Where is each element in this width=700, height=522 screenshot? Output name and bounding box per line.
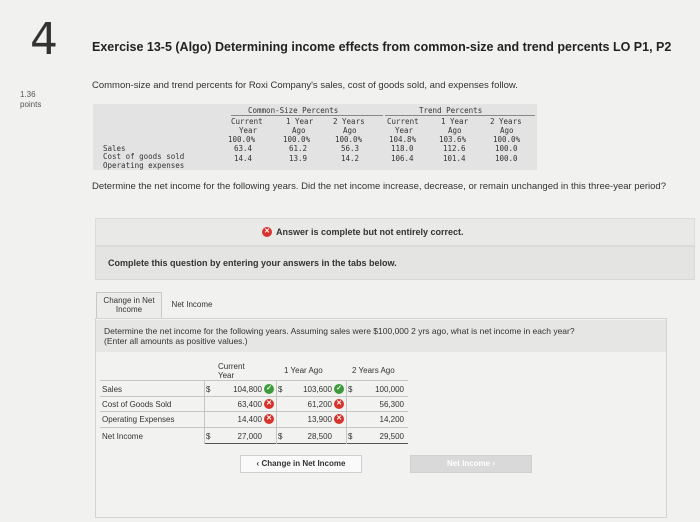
dollar-sign: $ xyxy=(206,432,211,441)
cogs-current-input[interactable]: 63,400 xyxy=(237,400,262,409)
error-icon: ✕ xyxy=(264,399,274,409)
row-label-cogs: Cost of goods sold xyxy=(103,152,185,161)
col-2yr: 2 Years xyxy=(333,117,365,126)
chevron-right-icon: › xyxy=(490,459,495,468)
points-number: 1.36 xyxy=(20,90,36,99)
dollar-sign: $ xyxy=(348,385,353,394)
col-trend-current: Current xyxy=(387,117,419,126)
tab-net-income[interactable]: Net Income xyxy=(163,292,221,318)
tab-instructions: Determine the net income for the followi… xyxy=(104,326,575,346)
opex-current-input[interactable]: 14,400 xyxy=(237,415,262,424)
sales-current-input[interactable]: 104,800 xyxy=(233,385,262,394)
answer-status: ✕ Answer is complete but not entirely co… xyxy=(262,227,464,237)
net-income-1yr: 28,500 xyxy=(307,432,332,441)
row-label-opex-answer: Operating Expenses xyxy=(102,415,175,424)
col-trend-1yr: 1 Year xyxy=(441,117,469,126)
header-2-years-ago: 2 Years Ago xyxy=(352,366,395,375)
row-label-net-income-answer: Net Income xyxy=(102,432,143,441)
sales-2yr-input[interactable]: 100,000 xyxy=(375,385,404,394)
net-income-2yr: 29,500 xyxy=(379,432,404,441)
header-current-year: Current Year xyxy=(218,362,245,380)
points-label: points xyxy=(20,100,42,109)
answer-status-text: Answer is complete but not entirely corr… xyxy=(276,227,464,237)
tab-instructions-box xyxy=(96,320,666,352)
error-icon: ✕ xyxy=(262,227,272,237)
determine-prompt: Determine the net income for the followi… xyxy=(92,181,667,192)
question-title: Exercise 13-5 (Algo) Determining income … xyxy=(92,40,672,54)
row-label-cogs-answer: Cost of Goods Sold xyxy=(102,400,172,409)
dollar-sign: $ xyxy=(278,432,283,441)
prev-tab-button[interactable]: ‹ Change in Net Income xyxy=(240,455,362,473)
error-icon: ✕ xyxy=(264,414,274,424)
row-label-opex: Operating expenses xyxy=(103,161,185,170)
row-label-sales-answer: Sales xyxy=(102,385,123,394)
error-icon: ✕ xyxy=(334,414,344,424)
header-1-year-ago: 1 Year Ago xyxy=(284,366,323,375)
question-intro: Common-size and trend percents for Roxi … xyxy=(92,80,518,91)
cogs-2yr-input[interactable]: 56,300 xyxy=(379,400,404,409)
col-trend-2yr: 2 Years xyxy=(490,117,522,126)
error-icon: ✕ xyxy=(334,399,344,409)
check-icon: ✓ xyxy=(264,384,274,394)
group-header-trend: Trend Percents xyxy=(419,106,483,115)
points-value: 1.36 points xyxy=(20,90,41,110)
answer-status-bar xyxy=(95,218,695,246)
cogs-1yr-input[interactable]: 61,200 xyxy=(307,400,332,409)
given-data-table: Common-Size Percents Trend Percents Curr… xyxy=(93,104,537,170)
complete-instructions: Complete this question by entering your … xyxy=(108,258,397,268)
opex-2yr-input[interactable]: 14,200 xyxy=(379,415,404,424)
chevron-left-icon: ‹ xyxy=(256,459,262,468)
col-current: Current xyxy=(231,117,263,126)
group-header-common-size: Common-Size Percents xyxy=(248,106,339,115)
question-number: 4 xyxy=(30,14,58,65)
col-1yr: 1 Year xyxy=(286,117,314,126)
next-tab-button[interactable]: Net Income › xyxy=(410,455,532,473)
instructions-bar xyxy=(95,246,695,280)
net-income-current: 27,000 xyxy=(237,432,262,441)
dollar-sign: $ xyxy=(206,385,211,394)
tab-change-in-net-income[interactable]: Change in Net Income xyxy=(96,292,162,318)
check-icon: ✓ xyxy=(334,384,344,394)
sales-1yr-input[interactable]: 103,600 xyxy=(303,385,332,394)
dollar-sign: $ xyxy=(278,385,283,394)
dollar-sign: $ xyxy=(348,432,353,441)
opex-1yr-input[interactable]: 13,900 xyxy=(307,415,332,424)
row-label-sales: Sales xyxy=(103,144,126,153)
